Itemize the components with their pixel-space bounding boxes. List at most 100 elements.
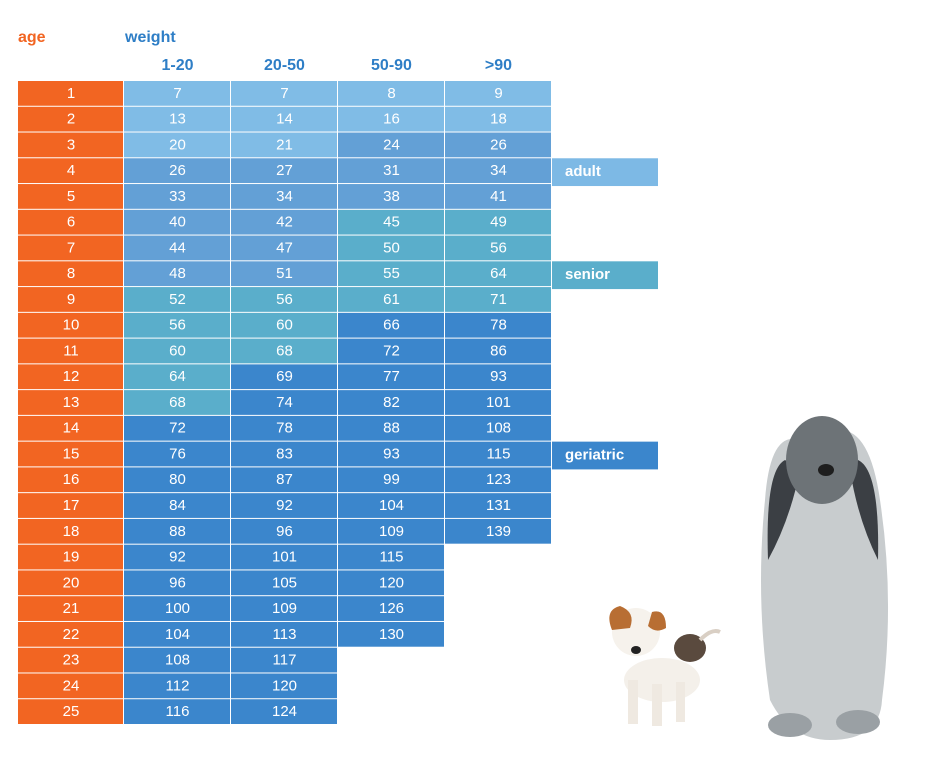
dog-age-cell: [124, 415, 230, 441]
age-cell: [18, 209, 123, 235]
dog-age-value: 61: [383, 291, 400, 308]
dog-age-cell: [231, 647, 337, 673]
dog-age-cell: [124, 364, 230, 390]
dog-age-value: 115: [380, 549, 404, 566]
dog-age-cell: [231, 132, 337, 158]
dog-age-value: 69: [276, 368, 293, 385]
age-value: 18: [63, 523, 80, 540]
dog-age-value: 84: [169, 497, 186, 514]
dog-age-cell: [124, 493, 230, 518]
age-cell: [18, 287, 123, 312]
dog-age-value: 88: [169, 523, 186, 540]
dog-age-cell: [338, 338, 444, 364]
age-value: 25: [63, 703, 80, 720]
legend-label: geriatric: [565, 446, 624, 463]
dog-age-cell: [231, 544, 337, 570]
age-value: 6: [67, 214, 75, 231]
dog-age-value: 101: [486, 394, 511, 411]
age-value: 5: [67, 188, 75, 205]
dog-age-cell: [445, 467, 551, 493]
dog-age-value: 34: [490, 162, 507, 179]
dog-age-cell: [445, 312, 551, 338]
dog-age-value: 55: [383, 265, 400, 282]
dog-age-cell: [445, 441, 551, 467]
dog-age-cell: [124, 441, 230, 467]
dog-age-value: 82: [383, 394, 400, 411]
age-cell: [18, 106, 123, 132]
dog-age-value: 130: [379, 626, 404, 643]
spaniel-illustration: [761, 416, 889, 740]
dog-age-value: 72: [169, 420, 186, 437]
dog-age-cell: [445, 235, 551, 261]
dog-age-value: 92: [169, 549, 186, 566]
dog-age-cell: [124, 518, 230, 544]
dog-age-cell: [124, 647, 230, 673]
dog-age-cell: [338, 441, 444, 467]
dog-age-value: 105: [272, 574, 297, 591]
dog-age-cell: [124, 673, 230, 699]
age-value: 24: [63, 677, 80, 694]
dog-age-cell: [445, 390, 551, 415]
age-cell: [18, 390, 123, 415]
dog-age-cell: [231, 81, 337, 106]
dog-age-cell: [338, 544, 444, 570]
dog-age-value: 109: [379, 523, 404, 540]
dog-age-value: 120: [379, 574, 404, 591]
age-value: 17: [63, 497, 80, 514]
dog-age-value: 31: [383, 162, 400, 179]
dog-age-value: 14: [276, 111, 293, 128]
dog-age-cell: [231, 184, 337, 209]
dog-age-cell: [124, 158, 230, 184]
age-value: 15: [63, 445, 80, 462]
weight-header: weight: [124, 29, 176, 46]
dog-age-cell: [338, 106, 444, 132]
dog-age-value: 51: [276, 265, 293, 282]
dog-age-value: 100: [165, 600, 190, 617]
weight-column-header: 20-50: [264, 57, 305, 74]
dog-age-cell: [231, 390, 337, 415]
dog-age-value: 9: [494, 85, 502, 102]
dog-age-value: 64: [490, 265, 507, 282]
dog-age-value: 26: [169, 162, 186, 179]
age-cell: [18, 235, 123, 261]
dog-age-value: 42: [276, 214, 293, 231]
dog-age-value: 44: [169, 239, 186, 256]
dog-age-cell: [231, 570, 337, 596]
age-cell: [18, 647, 123, 673]
puppy-illustration: [609, 606, 721, 726]
age-cell: [18, 699, 123, 724]
dog-age-cell: [124, 390, 230, 415]
age-value: 19: [63, 549, 80, 566]
dog-age-value: 86: [490, 342, 507, 359]
age-value: 16: [63, 471, 80, 488]
dog-age-cell: [231, 209, 337, 235]
age-value: 12: [63, 368, 80, 385]
age-value: 21: [63, 600, 80, 617]
dog-age-value: 124: [272, 703, 297, 720]
dog-age-value: 34: [276, 188, 293, 205]
dog-age-value: 60: [276, 317, 293, 334]
age-value: 13: [63, 394, 80, 411]
legend-swatch: [552, 261, 658, 290]
dog-age-value: 21: [276, 136, 293, 153]
dog-age-cell: [445, 209, 551, 235]
dog-age-cell: [124, 235, 230, 261]
dog-age-value: 38: [383, 188, 400, 205]
dog-age-value: 18: [490, 111, 507, 128]
dog-age-value: 48: [169, 265, 186, 282]
age-cell: [18, 312, 123, 338]
dog-age-cell: [231, 364, 337, 390]
dog-age-value: 56: [490, 239, 507, 256]
age-value: 20: [63, 574, 80, 591]
dog-age-value: 104: [379, 497, 404, 514]
dog-age-cell: [445, 132, 551, 158]
dog-age-value: 60: [169, 342, 186, 359]
dog-age-cell: [338, 81, 444, 106]
dog-age-cell: [338, 596, 444, 621]
dog-age-value: 41: [490, 188, 507, 205]
age-cell: [18, 364, 123, 390]
dog-age-cell: [231, 441, 337, 467]
age-cell: [18, 441, 123, 467]
dog-age-value: 77: [383, 368, 400, 385]
legend-swatch: [552, 158, 658, 187]
